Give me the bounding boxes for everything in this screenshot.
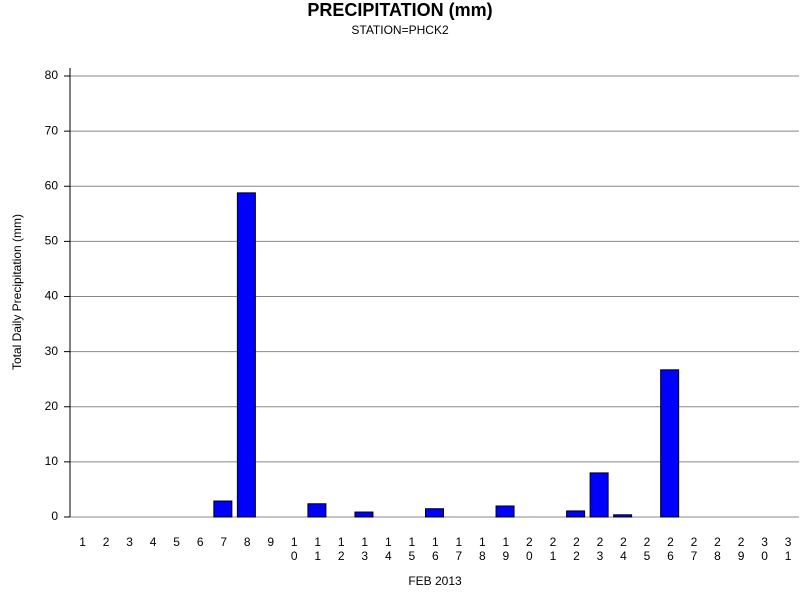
bar (213, 500, 233, 518)
x-tick-label: 20 (522, 535, 536, 563)
x-tick-label: 22 (569, 535, 583, 563)
bar (354, 511, 374, 518)
x-tick-label: 18 (475, 535, 489, 563)
x-tick-label: 3 (123, 535, 137, 549)
x-tick-label: 1 (76, 535, 90, 549)
y-tick-label: 40 (45, 289, 59, 303)
bar (613, 514, 633, 518)
bar (566, 510, 586, 518)
y-axis-label: Total Daily Precipitation (mm) (10, 214, 24, 370)
bar (495, 505, 515, 518)
y-tick-label: 60 (45, 178, 59, 192)
x-tick-label: 25 (640, 535, 654, 563)
x-tick-label: 2 (99, 535, 113, 549)
x-tick-label: 16 (428, 535, 442, 563)
y-tick-label: 50 (45, 234, 59, 248)
x-tick-label: 21 (546, 535, 560, 563)
x-tick-label: 11 (311, 535, 325, 563)
x-tick-label: 29 (734, 535, 748, 563)
y-tick-label: 0 (51, 509, 58, 523)
x-axis-label: FEB 2013 (408, 574, 462, 588)
x-tick-label: 7 (217, 535, 231, 549)
x-tick-label: 28 (711, 535, 725, 563)
x-tick-label: 14 (381, 535, 395, 563)
chart-subtitle: STATION=PHCK2 (351, 23, 449, 37)
x-tick-label: 8 (240, 535, 254, 549)
y-tick-label: 70 (45, 123, 59, 137)
chart-title: PRECIPITATION (mm) (307, 0, 492, 20)
x-tick-label: 24 (616, 535, 630, 563)
x-tick-label: 19 (499, 535, 513, 563)
x-tick-label: 26 (663, 535, 677, 563)
x-tick-label: 15 (405, 535, 419, 563)
bar (307, 503, 327, 518)
x-tick-label: 17 (452, 535, 466, 563)
x-tick-label: 31 (781, 535, 795, 563)
x-tick-label: 12 (334, 535, 348, 563)
y-tick-label: 80 (45, 68, 59, 82)
x-tick-label: 4 (146, 535, 160, 549)
x-tick-label: 9 (264, 535, 278, 549)
x-tick-label: 27 (687, 535, 701, 563)
y-tick-label: 10 (45, 454, 59, 468)
bar (589, 472, 609, 518)
x-tick-label: 10 (287, 535, 301, 563)
x-tick-label: 5 (170, 535, 184, 549)
y-tick-label: 30 (45, 344, 59, 358)
x-tick-label: 30 (758, 535, 772, 563)
x-tick-label: 6 (193, 535, 207, 549)
y-tick-label: 20 (45, 399, 59, 413)
bar (660, 369, 680, 518)
x-tick-label: 13 (358, 535, 372, 563)
bar (236, 192, 256, 518)
x-tick-label: 23 (593, 535, 607, 563)
bar (425, 508, 444, 518)
